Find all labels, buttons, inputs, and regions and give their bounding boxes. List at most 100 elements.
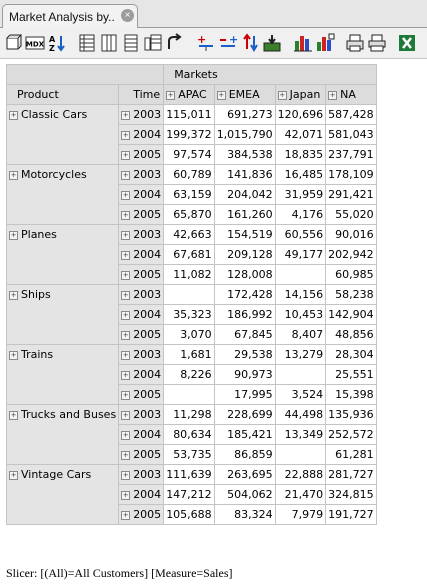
table-row: + Planes +2003 42,663 154,519 60,556 90,016 <box>5 224 377 285</box>
year-cell[interactable]: +2003 <box>118 464 165 485</box>
expand-icon[interactable]: + <box>121 210 131 220</box>
year-cell[interactable]: +2005 <box>118 264 165 285</box>
expand-icon[interactable]: + <box>121 110 131 120</box>
expand-icon[interactable]: + <box>121 350 131 360</box>
product-cell[interactable]: + Ships <box>5 284 120 345</box>
value-cell: 105,688 <box>163 504 215 525</box>
value-cell: 291,421 <box>325 184 377 205</box>
expand-icon[interactable]: + <box>121 330 131 340</box>
year-cell[interactable]: +2003 <box>118 404 165 425</box>
expand-icon[interactable]: + <box>121 290 131 300</box>
table-icon[interactable] <box>77 33 97 53</box>
chart-settings-icon[interactable] <box>315 33 335 53</box>
print-preview-icon[interactable] <box>367 33 387 53</box>
expand-icon[interactable]: + <box>121 450 131 460</box>
year-cell[interactable]: +2003 <box>118 224 165 245</box>
expand-icon[interactable]: + <box>166 90 176 100</box>
slicer-text: Slicer: [(All)=All Customers] [Measure=S… <box>6 566 233 580</box>
year-cell[interactable]: +2004 <box>118 184 165 205</box>
swap-icon[interactable] <box>165 33 185 53</box>
close-icon[interactable]: × <box>121 9 134 22</box>
year-cell[interactable]: +2003 <box>118 164 165 185</box>
expand-icon[interactable]: + <box>9 290 18 300</box>
product-cell[interactable]: + Trains <box>5 344 120 405</box>
product-cell[interactable]: + Vintage Cars <box>5 464 120 525</box>
expand-icon[interactable]: + <box>121 490 131 500</box>
expand-icon[interactable]: + <box>121 310 131 320</box>
grid-icon[interactable] <box>262 33 282 53</box>
product-cell[interactable]: + Motorcycles <box>5 164 120 225</box>
expand-icon[interactable]: + <box>121 170 131 180</box>
year-cell[interactable]: +2005 <box>118 144 165 165</box>
expand-icon[interactable]: + <box>216 90 226 100</box>
year-cell[interactable]: +2003 <box>118 344 165 365</box>
list-icon[interactable] <box>143 33 163 53</box>
value-cell: 384,538 <box>213 144 276 165</box>
expand-icon[interactable]: + <box>121 410 131 420</box>
drill-icon[interactable] <box>121 33 141 53</box>
value-cell <box>274 444 327 465</box>
expand-icon[interactable]: + <box>121 430 131 440</box>
tab-market-analysis[interactable]: Market Analysis by.. × <box>2 4 138 28</box>
expand-icon[interactable]: + <box>196 33 216 53</box>
expand-icon[interactable]: + <box>121 250 131 260</box>
expand-icon[interactable]: + <box>9 350 18 360</box>
time-header[interactable]: Time <box>118 84 165 105</box>
year-cell[interactable]: +2004 <box>118 244 165 265</box>
expand-icon[interactable]: + <box>9 110 18 120</box>
column-header-emea[interactable]: + EMEA <box>213 84 276 105</box>
year-cell[interactable]: +2005 <box>118 504 165 525</box>
expand-icon[interactable]: + <box>9 410 18 420</box>
expand-icon[interactable]: + <box>9 470 18 480</box>
product-cell[interactable]: + Trucks and Buses <box>5 404 120 465</box>
expand-icon[interactable]: + <box>9 170 18 180</box>
expand-icon[interactable]: + <box>121 230 131 240</box>
expand-icon[interactable]: + <box>121 390 131 400</box>
column-header-na[interactable]: + NA <box>325 84 377 105</box>
year-cell[interactable]: +2005 <box>118 324 165 345</box>
year-cell[interactable]: +2004 <box>118 304 165 325</box>
year-cell[interactable]: +2004 <box>118 484 165 505</box>
mdx-icon[interactable]: MDX <box>25 33 45 53</box>
product-header[interactable]: Product <box>5 84 120 105</box>
table-row: +2005 11,082 128,008 60,985 <box>7 264 377 285</box>
product-cell[interactable]: + Planes <box>5 224 120 285</box>
year-cell[interactable]: +2004 <box>118 124 165 145</box>
year-cell[interactable]: +2003 <box>118 104 165 125</box>
expand-icon[interactable]: + <box>121 510 131 520</box>
year-cell[interactable]: +2005 <box>118 204 165 225</box>
expand-icon[interactable]: + <box>121 470 131 480</box>
value-cell: 172,428 <box>213 284 276 305</box>
year-label: 2005 <box>133 328 162 341</box>
sort-arrows-icon[interactable] <box>241 33 261 53</box>
year-cell[interactable]: +2005 <box>118 444 165 465</box>
excel-icon[interactable] <box>397 33 417 53</box>
expand-icon[interactable]: + <box>121 270 131 280</box>
year-cell[interactable]: +2004 <box>118 424 165 445</box>
columns-icon[interactable] <box>99 33 119 53</box>
value-cell: 90,973 <box>213 364 276 385</box>
expand-icon[interactable]: + <box>121 370 131 380</box>
column-header-label: NA <box>340 88 356 101</box>
product-cell[interactable]: + Classic Cars <box>5 104 120 165</box>
expand-icon[interactable]: + <box>121 190 131 200</box>
markets-header[interactable]: Markets <box>163 64 377 85</box>
print-icon[interactable] <box>345 33 365 53</box>
expand-icon[interactable]: + <box>121 150 131 160</box>
expand-icon[interactable]: + <box>328 90 338 100</box>
svg-text:+: + <box>229 33 238 46</box>
expand-icon[interactable]: + <box>277 90 287 100</box>
year-cell[interactable]: +2004 <box>118 364 165 385</box>
bar-chart-icon[interactable] <box>293 33 313 53</box>
column-header-japan[interactable]: + Japan <box>274 84 327 105</box>
expand-icon[interactable]: + <box>121 130 131 140</box>
column-header-apac[interactable]: + APAC <box>163 84 215 105</box>
expand-icon[interactable]: + <box>9 230 18 240</box>
year-label: 2004 <box>133 308 162 321</box>
cube-icon[interactable] <box>4 33 24 53</box>
year-cell[interactable]: +2003 <box>118 284 165 305</box>
collapse-icon[interactable]: + <box>218 33 238 53</box>
product-label: Vintage Cars <box>21 468 92 481</box>
year-cell[interactable]: +2005 <box>118 384 165 405</box>
